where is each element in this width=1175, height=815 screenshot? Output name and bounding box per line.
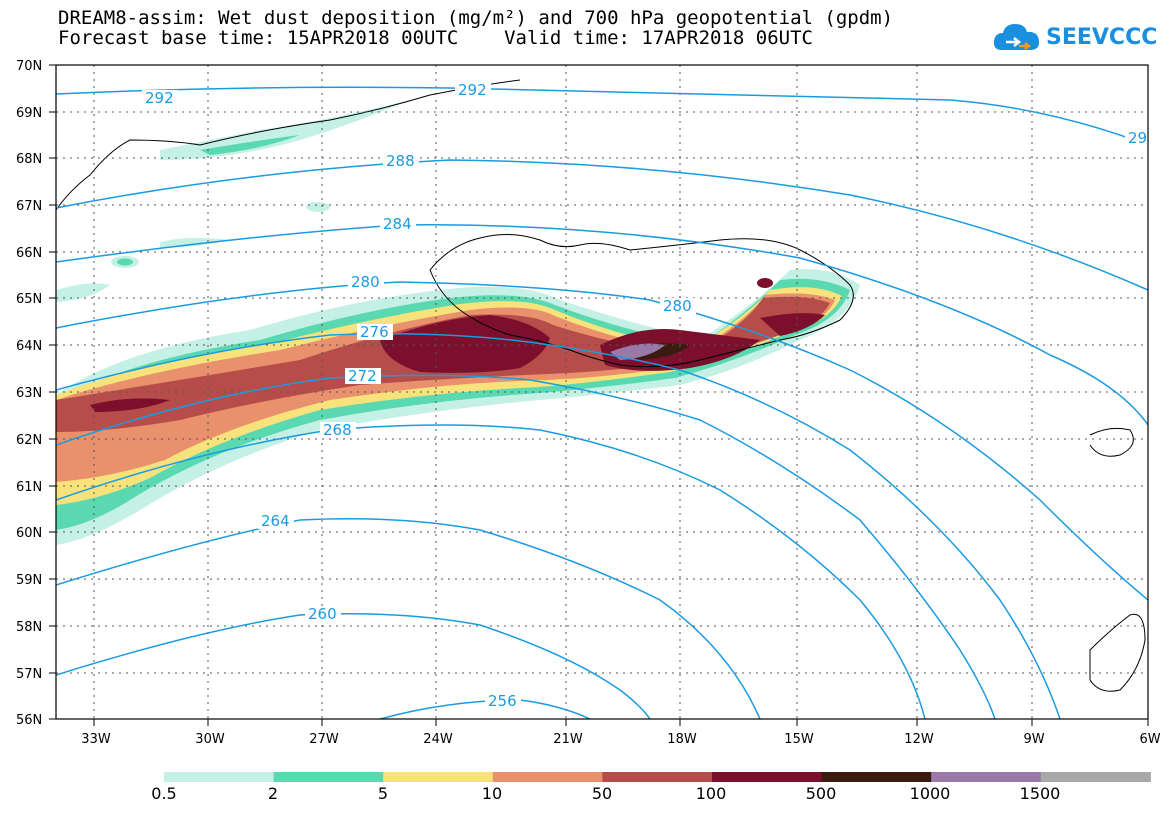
lon-label: 15W — [784, 732, 814, 747]
axis-ticks — [49, 64, 1149, 726]
colorbar-swatch — [821, 772, 932, 782]
colorbar-label: 1500 — [1020, 784, 1061, 803]
seevccc-logo: SEEVCCC — [992, 20, 1157, 54]
lon-label: 21W — [553, 732, 583, 747]
colorbar-label: 10 — [482, 784, 502, 803]
lon-label: 12W — [904, 732, 934, 747]
contour-label: 292 — [145, 89, 174, 107]
lat-label: 64N — [16, 339, 42, 354]
lon-label: 9W — [1023, 732, 1044, 747]
lon-label: 6W — [1139, 732, 1160, 747]
lat-label: 62N — [16, 433, 42, 448]
contour-label: 29 — [1128, 129, 1147, 147]
cloud-icon — [993, 24, 1040, 50]
contour-labels: 292 292 29 288 284 280 280 276 272 268 2… — [142, 81, 1148, 710]
contour-label: 288 — [386, 152, 415, 170]
colorbar-label: 0.5 — [151, 784, 176, 803]
contour-label: 272 — [348, 367, 377, 385]
contour-label: 260 — [308, 605, 337, 623]
colorbar-label: 500 — [806, 784, 837, 803]
contour-label: 280 — [351, 273, 380, 291]
contour-label: 256 — [488, 692, 517, 710]
map-title: DREAM8-assim: Wet dust deposition (mg/m²… — [58, 7, 894, 29]
lat-label: 69N — [16, 106, 42, 121]
colorbar-swatch — [164, 772, 275, 782]
colorbar-swatch — [273, 772, 384, 782]
colorbar-label: 100 — [696, 784, 727, 803]
geopotential-contours — [56, 86, 1148, 719]
colorbar-label: 50 — [592, 784, 612, 803]
contour-label: 292 — [458, 81, 487, 99]
lat-label: 56N — [16, 713, 42, 728]
colorbar-swatch — [492, 772, 603, 782]
lon-label: 18W — [667, 732, 697, 747]
lat-label: 68N — [16, 152, 42, 167]
lat-label: 58N — [16, 620, 42, 635]
dust-deposition-field — [56, 100, 860, 545]
lat-label: 63N — [16, 386, 42, 401]
lon-label: 33W — [81, 732, 111, 747]
colorbar-swatch — [383, 772, 494, 782]
colorbar-swatch — [1040, 772, 1151, 782]
latitude-labels: 70N 69N 68N 67N 66N 65N 64N 63N 62N 61N … — [16, 59, 42, 728]
lat-label: 60N — [16, 526, 42, 541]
colorbar-label: 5 — [378, 784, 388, 803]
colorbar-swatch — [602, 772, 713, 782]
colorbar-swatch — [931, 772, 1042, 782]
coastlines — [56, 79, 1146, 692]
lat-label: 61N — [16, 480, 42, 495]
lat-label: 66N — [16, 246, 42, 261]
lon-label: 24W — [423, 732, 453, 747]
contour-label: 276 — [360, 323, 389, 341]
contour-label: 280 — [663, 297, 692, 315]
lat-label: 59N — [16, 573, 42, 588]
lat-label: 57N — [16, 667, 42, 682]
lat-label: 67N — [16, 199, 42, 214]
contour-label: 268 — [323, 421, 352, 439]
colorbar-label: 2 — [268, 784, 278, 803]
longitude-labels: 33W 30W 27W 24W 21W 18W 15W 12W 9W 6W — [81, 732, 1160, 747]
colorbar-swatch — [712, 772, 823, 782]
lat-label: 70N — [16, 59, 42, 74]
lon-label: 30W — [195, 732, 225, 747]
graticule — [56, 65, 1148, 719]
lat-label: 65N — [16, 292, 42, 307]
colorbar-label: 1000 — [910, 784, 951, 803]
contour-label: 284 — [383, 215, 412, 233]
map-subtitle: Forecast base time: 15APR2018 00UTC Vali… — [58, 27, 813, 49]
lon-label: 27W — [309, 732, 339, 747]
logo-text: SEEVCCC — [1046, 24, 1158, 50]
colorbar: 0.5 2 5 10 50 100 500 1000 1500 — [151, 772, 1151, 803]
contour-label: 264 — [261, 512, 290, 530]
